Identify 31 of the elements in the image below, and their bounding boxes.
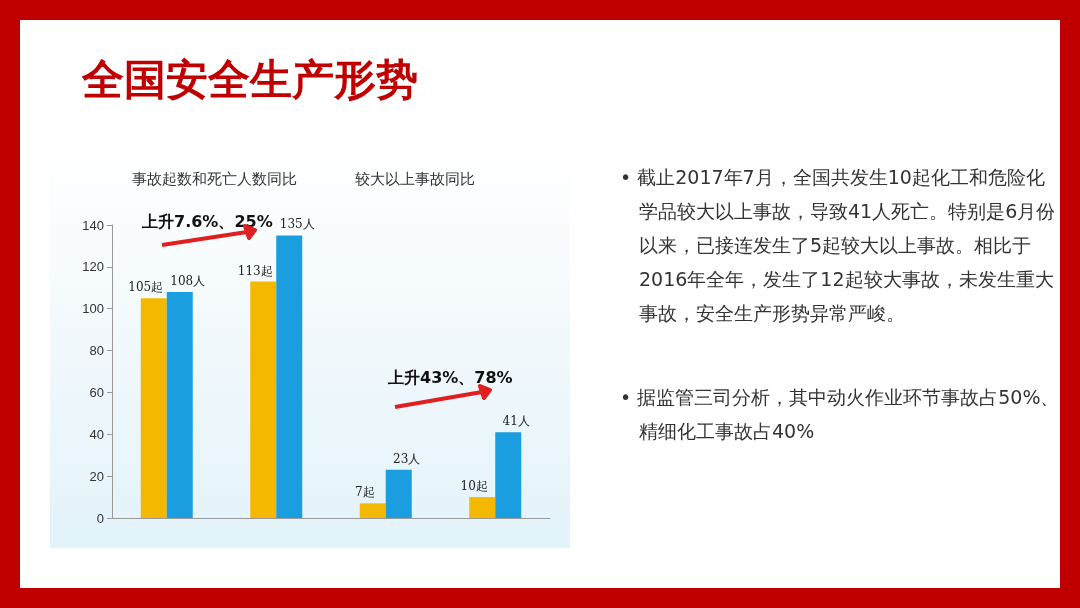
y-tick-label: 0 <box>96 510 104 526</box>
bar <box>276 235 303 518</box>
y-tick-label: 60 <box>89 384 104 400</box>
y-tick-label: 120 <box>82 259 104 275</box>
bar <box>469 497 496 518</box>
bar <box>359 503 386 518</box>
y-tick-label: 140 <box>82 217 104 233</box>
y-tick-label: 20 <box>89 468 104 484</box>
data-label: 23人 <box>393 451 421 466</box>
data-label: 113起 <box>237 263 273 278</box>
text: • 截止2017年7月，全国共发生10起化工和危险化学品较大以上事故，导致41人死亡。特别是6月份以来，已接连发生了5起较大以上事故。相比于2016年全年，发生了12起较大事故，未发生重大事故，安全生产形势异常严峻。 <box>620 165 1057 326</box>
text: 较大以上事故同比 <box>355 170 475 189</box>
chart-title: 全国安全生产形势 <box>82 54 418 106</box>
data-label: 7起 <box>354 485 375 500</box>
annotation: 上升43%、78% <box>388 368 513 389</box>
data-label: 41人 <box>502 414 530 429</box>
bar <box>385 469 412 518</box>
annotation: 上升7.6%、25% <box>142 212 273 233</box>
y-tick-label: 100 <box>82 301 104 317</box>
data-label: 10起 <box>460 479 488 494</box>
bar <box>250 281 277 518</box>
bar <box>166 291 193 518</box>
text: 事故起数和死亡人数同比 <box>132 170 297 189</box>
data-label: 135人 <box>279 217 315 232</box>
y-tick-label: 80 <box>89 343 104 359</box>
data-label: 105起 <box>128 280 164 295</box>
bar <box>140 298 167 518</box>
text: • 据监管三司分析，其中动火作业环节事故占50%、精细化工事故占40% <box>620 385 1060 444</box>
y-tick-label: 40 <box>89 426 104 442</box>
data-label: 108人 <box>170 273 206 288</box>
bar <box>495 432 522 518</box>
